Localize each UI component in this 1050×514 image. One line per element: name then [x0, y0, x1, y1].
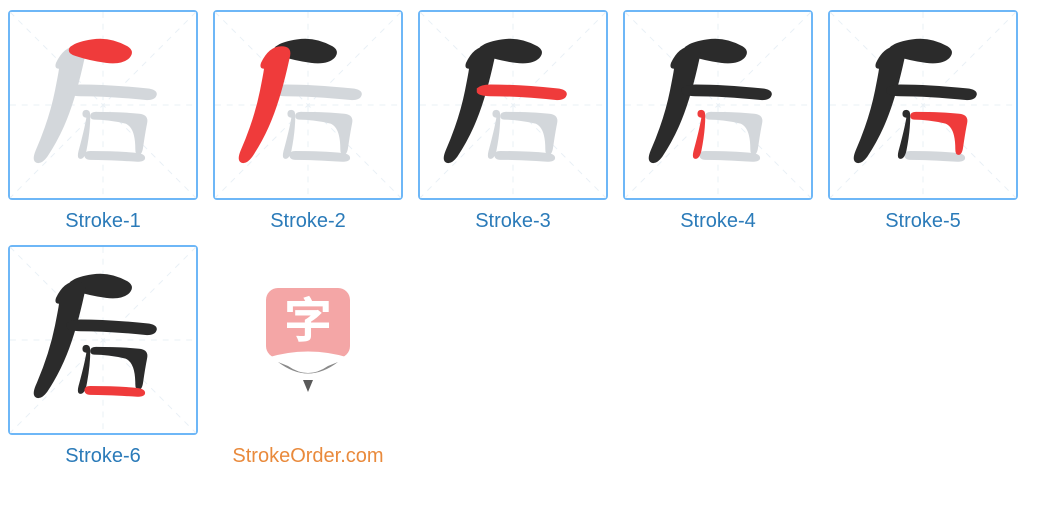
- stroke-tile-4: [623, 10, 813, 200]
- stroke-row-2: Stroke-6 字 StrokeOrder.com: [8, 245, 1042, 468]
- stroke-label-1[interactable]: Stroke-1: [65, 210, 141, 233]
- stroke-tile-5: [828, 10, 1018, 200]
- stroke-tile-1: [8, 10, 198, 200]
- stroke-label-2[interactable]: Stroke-2: [270, 210, 346, 233]
- stroke-tile-2: [213, 10, 403, 200]
- stroke-row-1: Stroke-1 Stroke-2 Stroke-3 Stroke-4 Stro…: [8, 10, 1042, 233]
- site-name[interactable]: StrokeOrder.com: [232, 445, 383, 468]
- logo-glyph: 字: [284, 281, 332, 351]
- site-logo: 字: [213, 245, 403, 435]
- stroke-tile-6: [8, 245, 198, 435]
- stroke-label-4[interactable]: Stroke-4: [680, 210, 756, 233]
- site-logo-cell: 字 StrokeOrder.com: [213, 245, 403, 468]
- stroke-tile-3: [418, 10, 608, 200]
- stroke-label-3[interactable]: Stroke-3: [475, 210, 551, 233]
- stroke-label-6[interactable]: Stroke-6: [65, 445, 141, 468]
- stroke-label-5[interactable]: Stroke-5: [885, 210, 961, 233]
